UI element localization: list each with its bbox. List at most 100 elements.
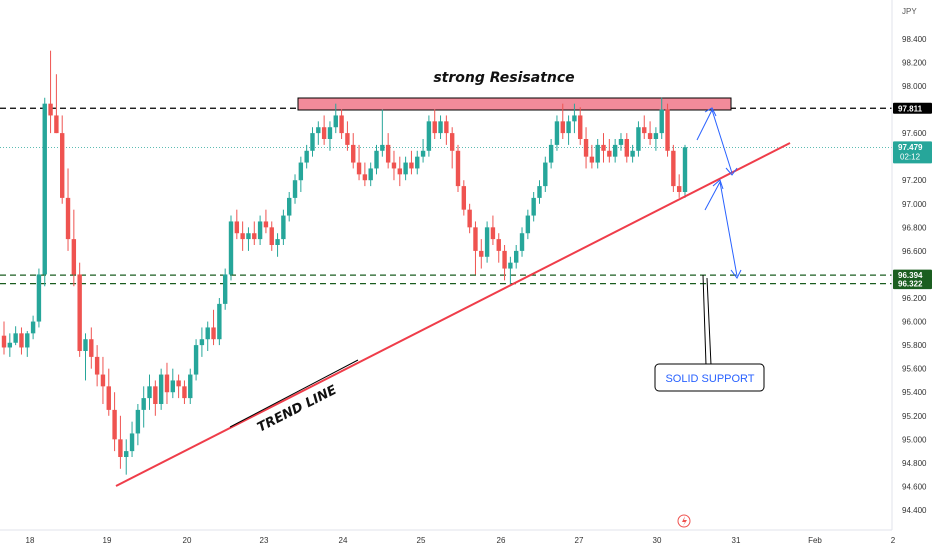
price-tick-label: 97.600 bbox=[902, 129, 927, 138]
candle-body bbox=[671, 150, 676, 187]
time-tick-label: 30 bbox=[653, 536, 662, 545]
trend-line-underline bbox=[229, 359, 359, 428]
price-tick-label: 96.600 bbox=[902, 247, 927, 256]
candle-body bbox=[287, 197, 292, 216]
candle-body bbox=[438, 121, 443, 134]
candle-body bbox=[642, 127, 647, 134]
candle-body bbox=[222, 274, 228, 304]
candle-body bbox=[176, 380, 181, 387]
candle-body bbox=[409, 162, 414, 169]
candle-body bbox=[199, 339, 205, 346]
candle-body bbox=[426, 121, 432, 151]
time-tick-label: 25 bbox=[417, 536, 426, 545]
candle-body bbox=[461, 186, 467, 210]
candle-body bbox=[48, 103, 53, 116]
candle-body bbox=[141, 398, 146, 410]
candle-body bbox=[106, 386, 111, 410]
candle-body bbox=[665, 109, 670, 151]
currency-label: JPY bbox=[902, 7, 917, 16]
candle-body bbox=[653, 133, 659, 139]
price-tick-label: 98.200 bbox=[902, 58, 927, 67]
candle-body bbox=[519, 233, 525, 251]
lightning-bolt bbox=[682, 516, 687, 526]
lightning-circle bbox=[677, 514, 691, 528]
candle-body bbox=[618, 139, 624, 145]
time-tick-label: 20 bbox=[183, 536, 192, 545]
arrow-head bbox=[725, 167, 738, 176]
arrow-head bbox=[730, 269, 742, 279]
price-label-text: 97.479 bbox=[898, 143, 923, 152]
price-label-box bbox=[893, 269, 932, 281]
candle-body bbox=[321, 127, 327, 139]
price-tick-label: 94.800 bbox=[902, 459, 927, 468]
projection-arrow-up bbox=[696, 108, 733, 174]
price-tick-label: 95.200 bbox=[902, 412, 927, 421]
candle-body bbox=[682, 147, 688, 192]
price-tick-label: 96.200 bbox=[902, 294, 927, 303]
candle-body bbox=[531, 197, 536, 216]
candle-body bbox=[170, 380, 175, 393]
support-callout-pointer bbox=[702, 274, 712, 366]
candle-body bbox=[368, 168, 373, 181]
trend-line bbox=[115, 142, 791, 487]
candle-body bbox=[502, 250, 507, 269]
time-tick-label: 2 bbox=[891, 536, 896, 545]
price-tick-label: 97.200 bbox=[902, 176, 927, 185]
price-label-box bbox=[893, 278, 932, 290]
price-label-box bbox=[893, 141, 932, 164]
candle-body bbox=[89, 339, 94, 357]
price-tick-label: 95.000 bbox=[902, 435, 927, 444]
price-label-countdown: 02:12 bbox=[900, 152, 921, 161]
time-tick-label: Feb bbox=[808, 536, 822, 545]
candle-body bbox=[467, 209, 472, 228]
candle-body bbox=[217, 303, 222, 340]
candle-body bbox=[118, 439, 123, 457]
price-label-text: 96.394 bbox=[898, 271, 923, 280]
candle-body bbox=[624, 139, 629, 157]
candle-body bbox=[19, 333, 24, 348]
candle-body bbox=[193, 345, 199, 375]
candle-body bbox=[415, 156, 420, 169]
candle-body bbox=[112, 409, 117, 440]
candle-body bbox=[42, 103, 47, 275]
candle-body bbox=[479, 250, 484, 257]
candle-body bbox=[182, 386, 187, 399]
time-tick-label: 24 bbox=[339, 536, 348, 545]
candle-body bbox=[298, 162, 304, 181]
candle-body bbox=[455, 150, 461, 187]
candle-body bbox=[77, 274, 82, 351]
lightning-bolt-icon[interactable] bbox=[677, 514, 691, 528]
price-tick-label: 96.000 bbox=[902, 318, 927, 327]
candle-body bbox=[607, 150, 612, 157]
candle-body bbox=[589, 156, 595, 163]
candle-body bbox=[578, 115, 583, 139]
time-tick-label: 19 bbox=[103, 536, 112, 545]
candle-body bbox=[351, 144, 356, 163]
candle-body bbox=[403, 162, 408, 175]
candle-body bbox=[327, 127, 333, 139]
candle-body bbox=[397, 168, 402, 175]
arrow-head bbox=[704, 107, 717, 117]
candle-body bbox=[71, 239, 77, 275]
candle-body bbox=[636, 127, 641, 151]
candle-body bbox=[339, 115, 344, 134]
candle-body bbox=[83, 339, 88, 351]
projection-arrow-down bbox=[704, 180, 738, 277]
candle-body bbox=[65, 197, 71, 240]
price-tick-label: 95.400 bbox=[902, 388, 927, 397]
candle-body bbox=[432, 121, 437, 134]
candle-body bbox=[1, 335, 7, 348]
candle-body bbox=[129, 433, 135, 452]
price-tick-label: 94.600 bbox=[902, 482, 927, 491]
candle-body bbox=[484, 227, 490, 257]
candle-body bbox=[490, 227, 496, 240]
candle-body bbox=[514, 250, 519, 263]
candle-body bbox=[228, 221, 234, 275]
candle-body bbox=[13, 333, 18, 343]
candle-body bbox=[211, 327, 216, 340]
candle-body bbox=[449, 133, 455, 151]
candle-body bbox=[234, 221, 240, 234]
candle-body bbox=[7, 342, 13, 348]
candle-body bbox=[537, 186, 542, 198]
